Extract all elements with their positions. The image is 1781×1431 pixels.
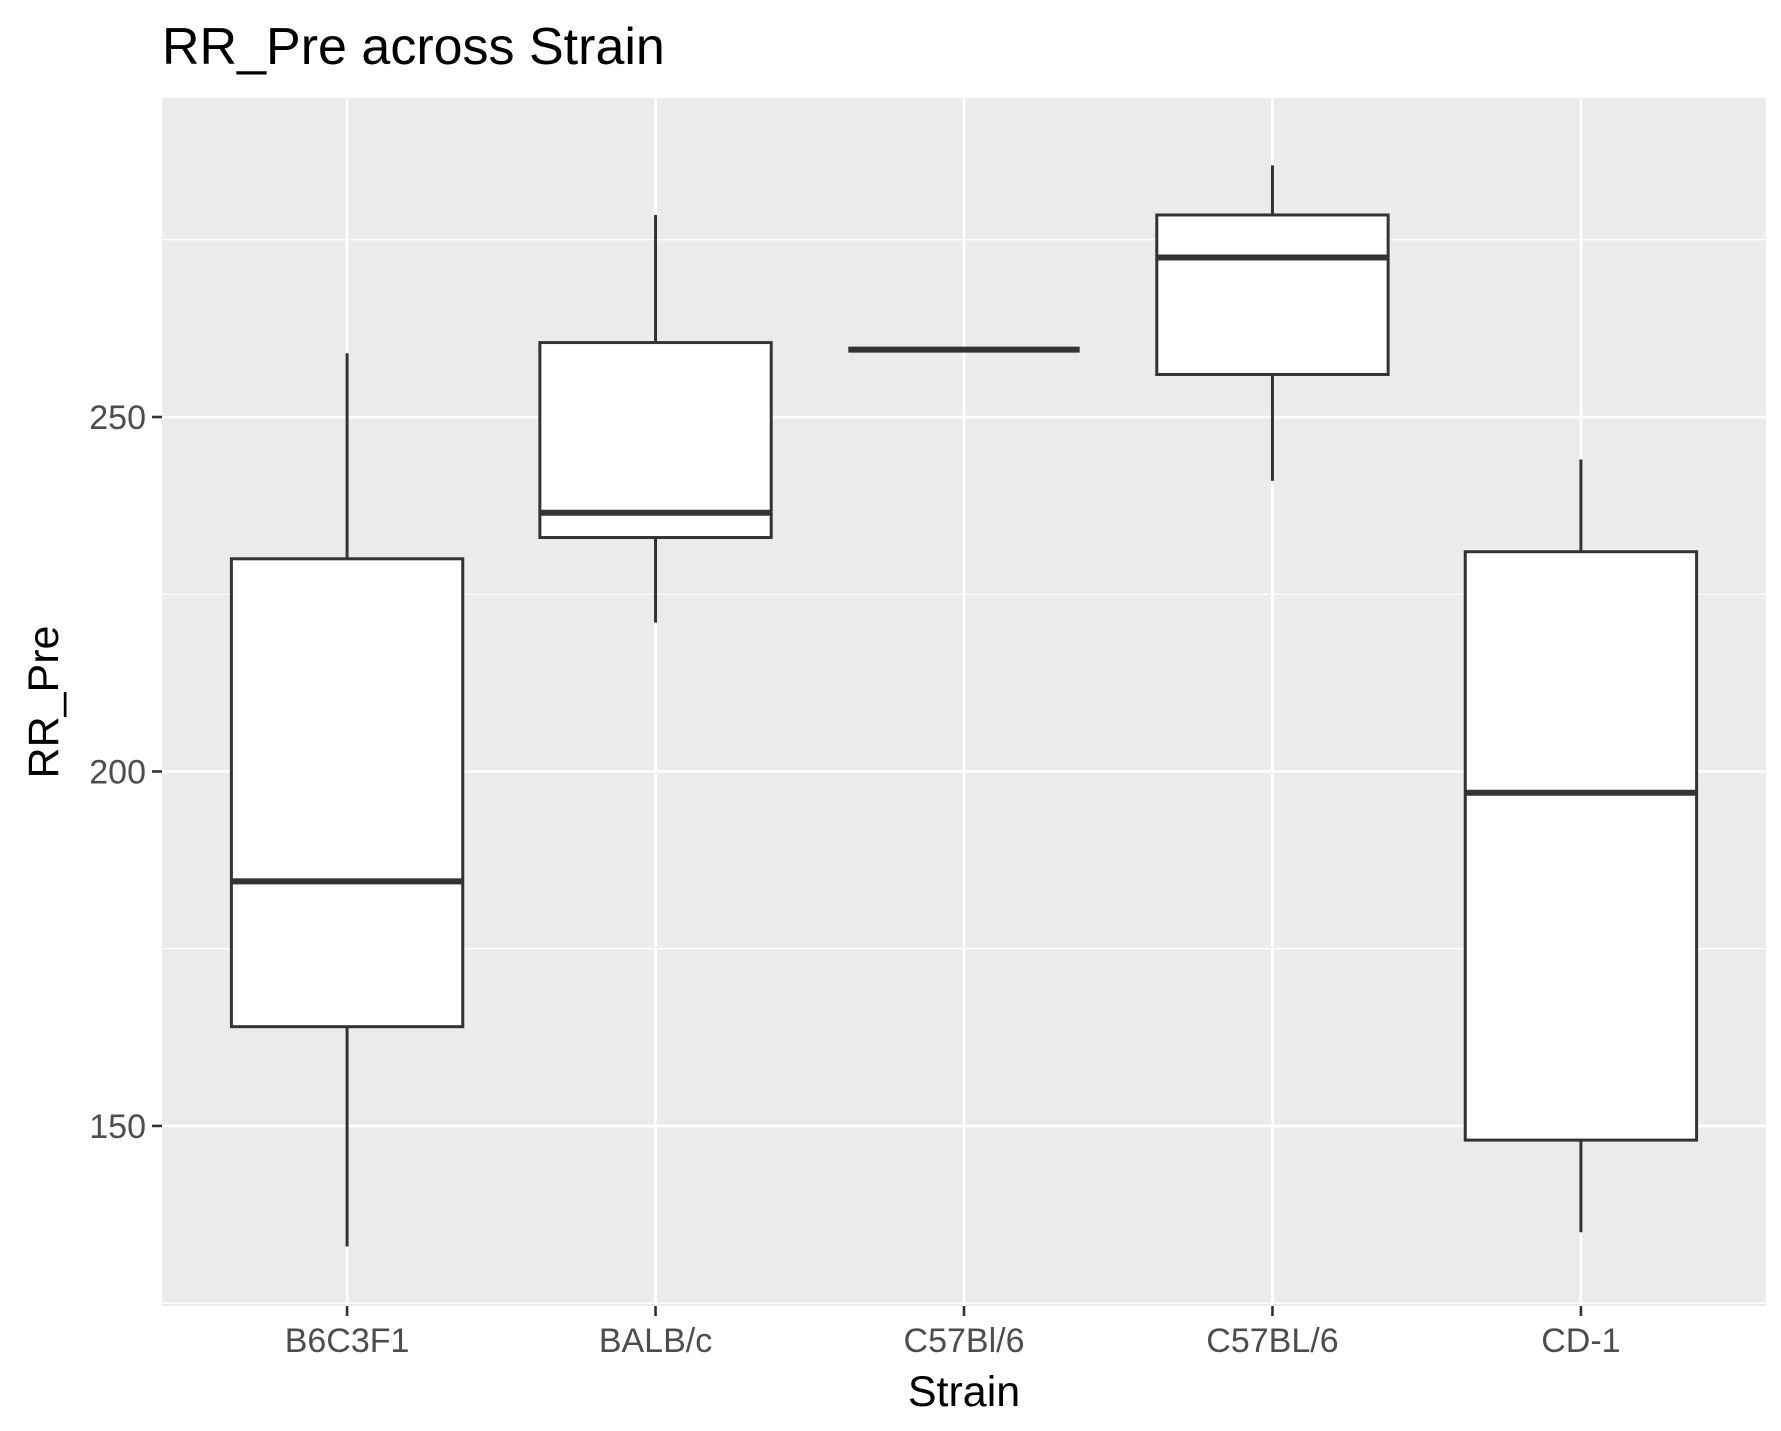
box-group [1463,459,1699,1233]
y-axis: 150 200 250 [89,399,162,1146]
x-tick-label: B6C3F1 [285,1322,410,1360]
box-iqr [229,557,465,1029]
boxes [229,165,1699,1247]
x-tick-label: BALB/c [599,1322,712,1360]
x-tick-label: CD-1 [1541,1322,1620,1360]
box-iqr [1463,550,1699,1142]
chart-title: RR_Pre across Strain [162,18,665,76]
x-axis: B6C3F1 BALB/c C57Bl/6 C57BL/6 CD-1 [285,1306,1621,1360]
box-group [1155,165,1390,481]
x-axis-title: Strain [908,1368,1020,1416]
box-group [538,214,773,623]
box-iqr [538,341,773,540]
y-tick-label: 250 [89,399,146,437]
y-axis-title: RR_Pre [20,626,68,779]
box-group [229,353,465,1247]
y-tick-label: 200 [89,753,146,791]
y-tick-label: 150 [89,1108,146,1146]
box-iqr [1155,213,1390,376]
x-tick-label: C57Bl/6 [904,1322,1025,1360]
x-tick-label: C57BL/6 [1206,1322,1338,1360]
